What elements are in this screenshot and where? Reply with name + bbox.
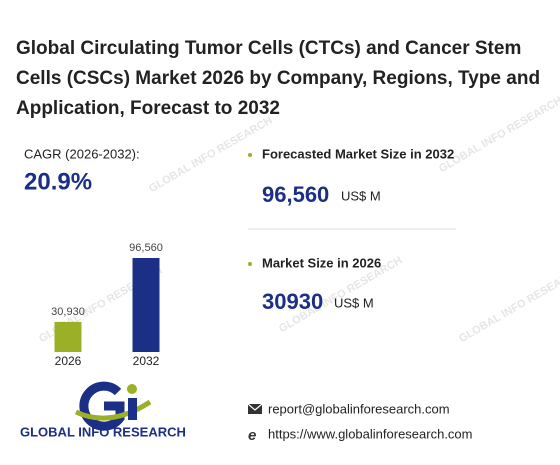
market-size-unit: US$ M bbox=[334, 295, 374, 310]
value-label: 96,560 bbox=[129, 242, 163, 254]
forecast-label: Forecasted Market Size in 2032 bbox=[262, 146, 454, 161]
cagr-value: 20.9% bbox=[24, 168, 92, 195]
email-icon-flap bbox=[247, 403, 263, 411]
value-label: 30,930 bbox=[51, 306, 85, 318]
bullet bbox=[248, 153, 252, 157]
cagr-label: CAGR (2026-2032): bbox=[24, 146, 140, 161]
logo-dot bbox=[127, 384, 137, 394]
logo-i bbox=[128, 398, 137, 420]
bar bbox=[132, 258, 160, 352]
bar-chart: 30,930 2026 96,560 2032 bbox=[51, 242, 163, 368]
email-icon bbox=[248, 404, 262, 414]
logo-swoosh bbox=[74, 399, 152, 421]
market-size-label: Market Size in 2026 bbox=[262, 255, 381, 270]
title: Global Circulating Tumor Cells (CTCs) an… bbox=[16, 38, 541, 119]
web-icon: e bbox=[248, 427, 256, 444]
logo bbox=[74, 381, 152, 431]
title-box: Global Circulating Tumor Cells (CTCs) an… bbox=[16, 38, 541, 119]
email[interactable]: report@globalinforesearch.com bbox=[268, 401, 450, 416]
x-tick-label: 2026 bbox=[55, 354, 82, 368]
logo-g bbox=[79, 381, 125, 431]
watermark: GLOBAL INFO RESEARCH bbox=[457, 265, 560, 346]
x-tick-label: 2032 bbox=[133, 354, 160, 368]
forecast-value: 96,560 bbox=[262, 182, 329, 207]
market-size-value: 30930 bbox=[262, 289, 323, 314]
website[interactable]: https://www.globalinforesearch.com bbox=[268, 426, 472, 441]
bullet bbox=[248, 262, 252, 266]
bar bbox=[54, 321, 82, 352]
forecast-unit: US$ M bbox=[341, 188, 381, 203]
brand-name: GLOBAL INFO RESEARCH bbox=[20, 424, 186, 439]
